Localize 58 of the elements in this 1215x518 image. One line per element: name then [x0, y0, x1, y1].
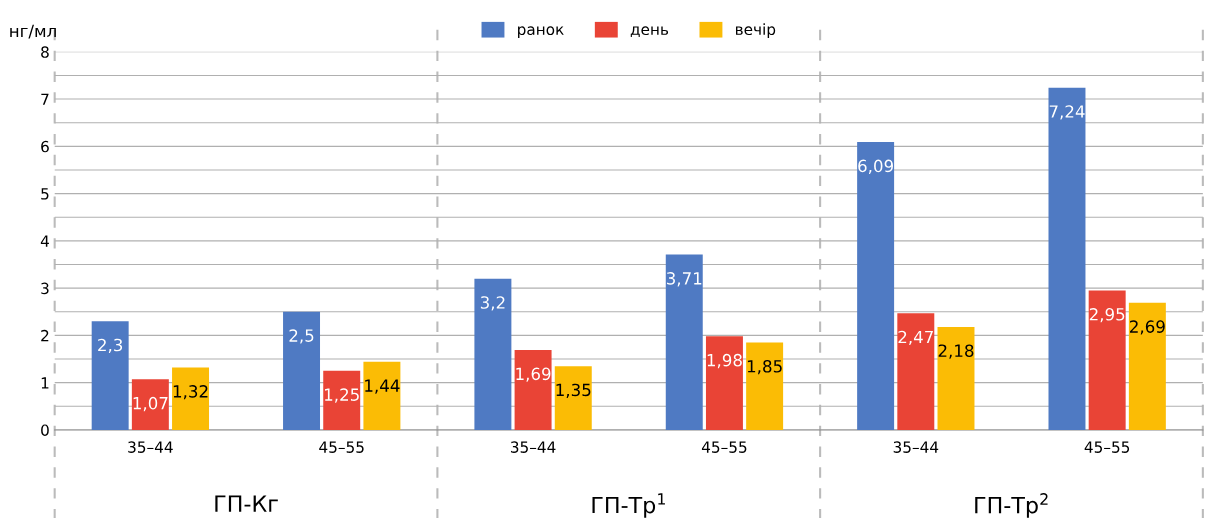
data-label: 1,07: [133, 396, 168, 412]
bar: [1088, 290, 1126, 430]
text: ГП-Тр$^{1}$: [592, 493, 665, 518]
legend-label: ранок: [518, 26, 564, 39]
legend-label: день: [630, 26, 669, 37]
y-axis-title: нг/мл: [10, 24, 56, 39]
data-label: 1,69: [516, 367, 551, 382]
y-tick-label: 1: [41, 377, 49, 389]
bar: [283, 311, 321, 430]
data-label: 1,98: [707, 353, 742, 369]
bar: [665, 254, 703, 430]
data-label: 2,3: [98, 338, 123, 354]
legend-label: вечір: [736, 23, 776, 39]
data-label: 3,2: [480, 296, 505, 311]
x-tick-label: 35–44: [510, 441, 556, 453]
y-tick-label: 8: [41, 46, 49, 58]
data-label: 2,69: [1130, 320, 1165, 335]
bar: [474, 278, 512, 430]
y-tick-label: 7: [41, 93, 49, 105]
data-label: 6,09: [858, 159, 893, 174]
data-label: 1,25: [324, 388, 359, 403]
bar: [363, 361, 401, 430]
data-label: 1,85: [747, 359, 782, 375]
bar: [1048, 87, 1086, 430]
y-tick-label: 4: [40, 235, 49, 247]
y-tick-label: 0: [41, 424, 49, 436]
x-tick-label: 35–44: [128, 441, 173, 453]
bar: [172, 367, 210, 430]
bar: [746, 342, 784, 430]
text: ГП-Тр$^{2}$: [975, 493, 1048, 518]
data-label: 1,32: [173, 385, 208, 400]
bar: [897, 313, 935, 430]
data-label: 1,35: [556, 383, 591, 398]
bar: [131, 379, 169, 430]
data-label: 1,44: [365, 379, 400, 394]
bar: [91, 321, 129, 430]
y-tick-label: 2: [41, 329, 49, 342]
bar: [1128, 302, 1166, 430]
data-label: 2,47: [898, 330, 933, 345]
data-label: 2,95: [1089, 308, 1125, 323]
bar: [857, 142, 895, 430]
bar: [514, 350, 552, 430]
x-tick-label: 35–44: [893, 441, 939, 453]
data-label: 2,5: [289, 329, 314, 344]
bar: [554, 366, 592, 430]
text: ГП-Кг: [215, 495, 278, 512]
x-tick-label: 45–55: [1084, 441, 1130, 453]
y-tick-label: 3: [41, 282, 49, 295]
x-tick-label: 45–55: [319, 441, 364, 453]
y-tick-label: 6: [41, 140, 49, 153]
bar: [323, 370, 361, 430]
data-label: 3,71: [666, 272, 702, 287]
bar: [937, 326, 975, 430]
x-tick-label: 45–55: [701, 441, 747, 453]
y-tick-label: 5: [41, 188, 49, 200]
data-label: 2,18: [938, 344, 974, 359]
bar: [705, 336, 743, 430]
data-label: 7,24: [1049, 105, 1085, 120]
